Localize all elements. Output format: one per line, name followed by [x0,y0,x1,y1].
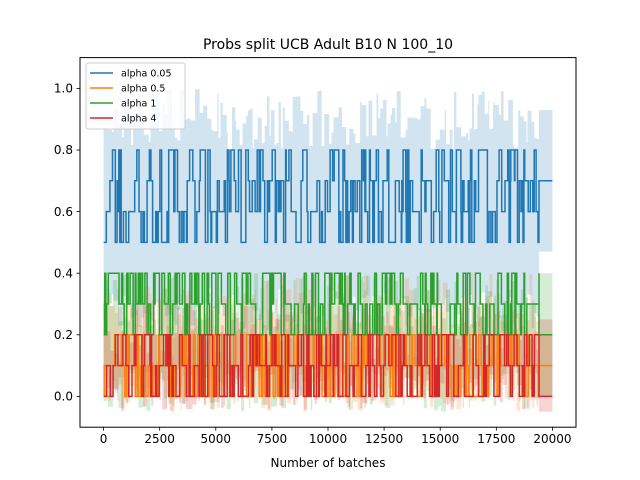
x-tick-label: 15000 [421,432,459,446]
series-line-alpha-1 [103,272,553,336]
x-tick-label: 2500 [144,432,175,446]
y-tick-label: 0.2 [54,328,73,342]
x-tick-label: 7500 [257,432,288,446]
legend-entry-label: alpha 0.5 [121,84,165,95]
legend-entry-label: alpha 4 [121,114,156,125]
x-axis-label: Number of batches [271,456,386,470]
y-tick-label: 0.8 [54,143,73,157]
x-tick-label: 20000 [533,432,571,446]
series-lines [103,149,553,398]
legend-box [85,62,186,130]
y-axis-ticks: 0.0 0.2 0.4 0.6 0.8 1.0 [54,82,80,404]
chart-title: Probs split UCB Adult B10 N 100_10 [203,37,453,53]
x-tick-label: 0 [100,432,108,446]
series-line-alpha-4 [103,334,553,398]
band-alpha-4 [103,304,553,412]
legend: alpha 0.05 alpha 0.5 alpha 1 alpha 4 [85,62,186,130]
x-axis-ticks: 0 2500 5000 7500 10000 12500 15000 17500 20000 [100,427,572,446]
y-tick-label: 1.0 [54,82,73,96]
legend-entry-label: alpha 1 [121,99,156,110]
x-tick-label: 10000 [309,432,347,446]
band-alpha-0_5 [103,273,553,412]
x-tick-label: 12500 [365,432,403,446]
y-tick-label: 0.6 [54,205,73,219]
legend-entry-label: alpha 0.05 [121,69,172,80]
series-line-alpha-0_05 [103,149,553,244]
x-tick-label: 17500 [477,432,515,446]
y-tick-label: 0.0 [54,390,73,404]
y-tick-label: 0.4 [54,266,73,280]
x-tick-label: 5000 [201,432,232,446]
